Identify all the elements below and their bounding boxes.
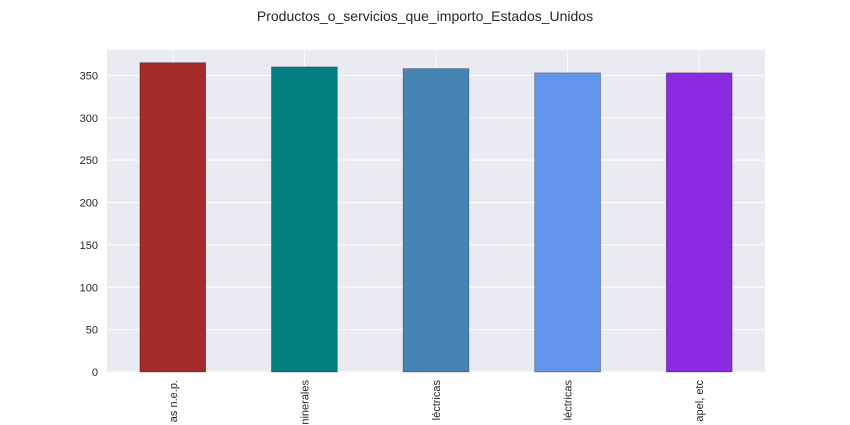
bar-4: [534, 72, 601, 373]
x-tick-label: léctricas: [563, 380, 575, 421]
x-tick-label: léctricas: [431, 380, 443, 421]
y-tick-label: 150: [80, 240, 98, 252]
x-tick-label: apel, etc: [694, 380, 706, 422]
x-tick-label: ninerales: [299, 380, 311, 425]
y-tick-label: 350: [80, 70, 98, 82]
x-axis: as n.e.p. ninerales léctricas léctricas apel…: [168, 380, 706, 425]
bar-3: [402, 68, 470, 373]
bars: [139, 62, 733, 373]
chart-title: Productos_o_servicios_que_importo_Estado…: [257, 8, 593, 24]
bar-1: [139, 62, 207, 373]
y-tick-label: 100: [80, 282, 98, 294]
bar-2: [271, 66, 338, 373]
bar-5: [665, 72, 733, 373]
y-axis: 0 50 100 150 200 250 300 350: [80, 70, 98, 379]
y-tick-label: 300: [80, 113, 98, 125]
y-tick-label: 250: [80, 155, 98, 167]
y-tick-label: 0: [92, 367, 98, 379]
y-tick-label: 200: [80, 198, 98, 210]
y-tick-label: 50: [86, 325, 98, 337]
x-tick-label: as n.e.p.: [168, 380, 180, 422]
